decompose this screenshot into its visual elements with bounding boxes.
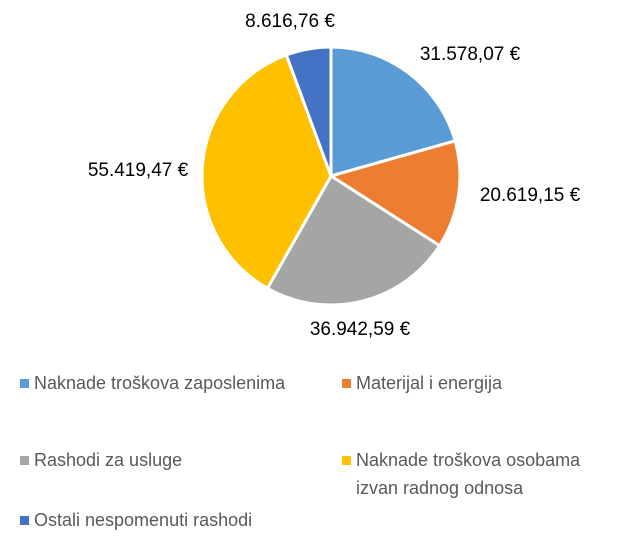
legend-swatch [342, 379, 351, 388]
pie-slice [284, 45, 333, 177]
legend-item: Materijal i energija [342, 369, 502, 397]
legend-label: Naknade troškova zaposlenima [34, 373, 286, 393]
chart: 31.578,07 € 20.619,15 € 36.942,59 € 55.419,… [88, 11, 581, 340]
legend-swatch [20, 456, 29, 465]
legend-label: Ostali nespomenuti rashodi [34, 510, 253, 530]
legend-item: Naknade troškova osobama izvan radnog od… [342, 446, 606, 502]
legend-label: Naknade troškova osobama izvan radnog od… [356, 450, 581, 498]
data-label: 31.578,07 € [420, 44, 521, 65]
legend-swatch [20, 379, 29, 388]
pie-slice [265, 173, 442, 307]
legend-swatch [20, 516, 29, 525]
pie-slice [327, 139, 462, 248]
pie-slice [200, 53, 333, 291]
legend-item: Naknade troškova zaposlenima [20, 369, 285, 397]
legend-swatch [342, 456, 351, 465]
legend-label: Materijal i energija [356, 373, 503, 393]
legend-item: Rashodi za usluge [20, 446, 182, 474]
data-label: 55.419,47 € [88, 160, 189, 181]
legend-item: Ostali nespomenuti rashodi [20, 506, 252, 534]
data-label: 8.616,76 € [245, 11, 335, 32]
data-label: 36.942,59 € [310, 319, 411, 340]
pie-slice [329, 45, 457, 178]
legend-label: Rashodi za usluge [34, 450, 183, 470]
data-label: 20.619,15 € [480, 185, 581, 206]
